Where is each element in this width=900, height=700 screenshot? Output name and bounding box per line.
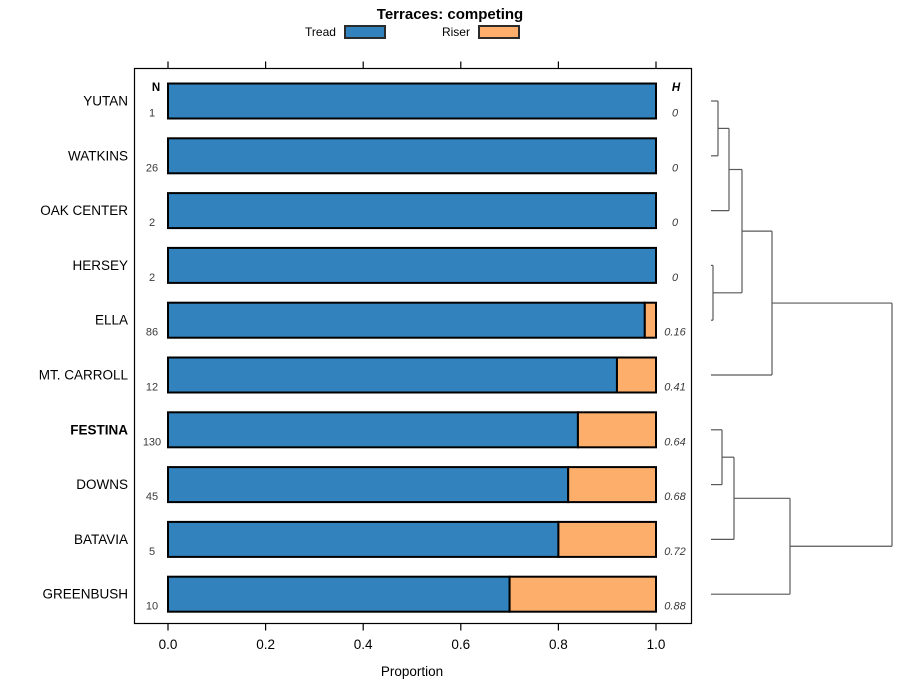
bar-tread-segment bbox=[167, 466, 570, 504]
x-tick-label: 0.4 bbox=[354, 637, 373, 652]
h-value: 0.41 bbox=[664, 382, 685, 394]
bar-tread-segment bbox=[167, 192, 657, 230]
bar-tread-segment bbox=[167, 411, 579, 449]
legend-swatch-riser bbox=[477, 25, 520, 39]
h-value: 0 bbox=[672, 108, 679, 120]
h-value: 0.64 bbox=[664, 436, 685, 448]
bar-riser-segment bbox=[567, 466, 657, 504]
legend-label-riser: Riser bbox=[441, 25, 470, 39]
legend-swatch-tread bbox=[343, 25, 386, 39]
h-value: 0 bbox=[672, 217, 679, 229]
row-label: BATAVIA bbox=[74, 532, 128, 547]
row-label: YUTAN bbox=[83, 94, 128, 109]
n-value: 10 bbox=[146, 601, 158, 613]
n-value: 26 bbox=[146, 162, 158, 174]
n-value: 1 bbox=[149, 108, 155, 120]
column-header-h: H bbox=[672, 82, 681, 94]
h-value: 0.68 bbox=[664, 491, 686, 503]
legend: Tread Riser bbox=[134, 25, 691, 39]
bar-tread-segment bbox=[167, 137, 657, 175]
h-value: 0.88 bbox=[664, 601, 686, 613]
row-label: HERSEY bbox=[72, 258, 128, 273]
chart-title: Terraces: competing bbox=[376, 6, 524, 23]
legend-item-riser: Riser bbox=[442, 25, 520, 39]
bar-tread-segment bbox=[167, 246, 657, 284]
h-value: 0 bbox=[672, 162, 679, 174]
n-value: 5 bbox=[149, 546, 155, 558]
row-label: OAK CENTER bbox=[40, 203, 128, 218]
row-label: WATKINS bbox=[68, 148, 128, 163]
row-label: MT. CARROLL bbox=[39, 368, 129, 383]
x-tick-label: 1.0 bbox=[647, 637, 666, 652]
legend-item-tread: Tread bbox=[305, 25, 386, 39]
bar-riser-segment bbox=[557, 520, 658, 558]
bar-riser-segment bbox=[615, 356, 658, 394]
bar-riser-segment bbox=[508, 575, 657, 613]
n-value: 45 bbox=[146, 491, 158, 503]
n-value: 12 bbox=[146, 382, 158, 394]
column-header-n: N bbox=[152, 82, 160, 94]
bar-riser-segment bbox=[576, 411, 657, 449]
bar-tread-segment bbox=[167, 82, 657, 120]
row-label: GREENBUSH bbox=[42, 587, 128, 602]
bar-riser-segment bbox=[643, 301, 658, 339]
x-tick-label: 0.6 bbox=[451, 637, 470, 652]
n-value: 86 bbox=[146, 327, 158, 339]
h-value: 0.16 bbox=[664, 327, 686, 339]
bar-tread-segment bbox=[167, 301, 646, 339]
x-tick-label: 0.2 bbox=[256, 637, 275, 652]
row-label: ELLA bbox=[95, 313, 128, 328]
n-value: 2 bbox=[149, 272, 155, 284]
row-label: DOWNS bbox=[76, 477, 128, 492]
legend-label-tread: Tread bbox=[305, 25, 336, 39]
x-axis-title: Proportion bbox=[380, 664, 444, 679]
x-tick-label: 0.8 bbox=[549, 637, 568, 652]
bar-tread-segment bbox=[167, 575, 511, 613]
n-value: 2 bbox=[149, 217, 155, 229]
n-value: 130 bbox=[143, 436, 161, 448]
h-value: 0 bbox=[672, 272, 679, 284]
x-tick-label: 0.0 bbox=[159, 637, 178, 652]
bar-tread-segment bbox=[167, 520, 560, 558]
row-label: FESTINA bbox=[70, 422, 128, 437]
plot-box bbox=[133, 67, 693, 625]
h-value: 0.72 bbox=[664, 546, 685, 558]
bar-tread-segment bbox=[167, 356, 618, 394]
